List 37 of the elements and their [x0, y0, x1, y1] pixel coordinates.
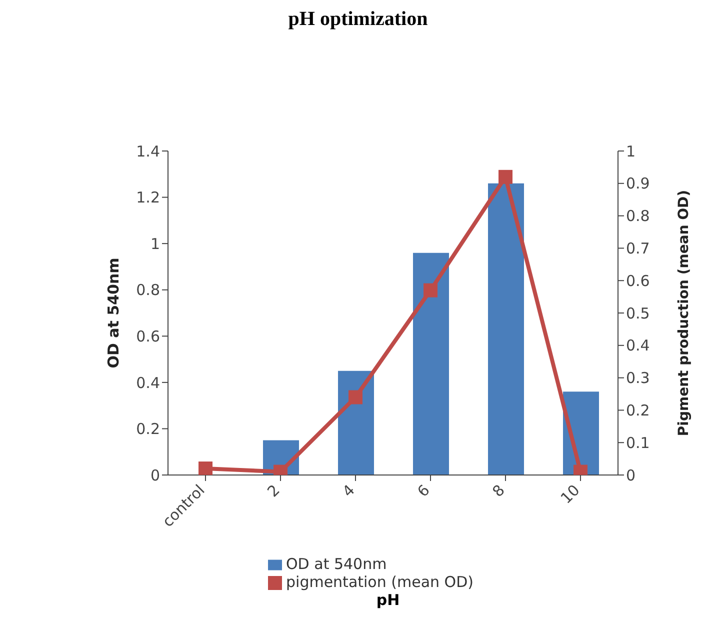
bar [413, 252, 449, 475]
y2-tick-label: 0.5 [626, 304, 650, 322]
chart-title: pH optimization [287, 8, 429, 31]
y2-axis-title: Pigment production (mean OD) [676, 190, 692, 436]
x-tick-label: 6 [414, 481, 434, 501]
y-tick-label: 1.4 [136, 142, 160, 160]
y-axis-title: OD at 540nm [104, 258, 122, 368]
x-tick-label: 8 [488, 481, 508, 501]
y2-tick-label: 0 [626, 466, 636, 484]
y2-tick-label: 0.4 [626, 336, 650, 355]
y-tick-label: 0.2 [136, 420, 160, 438]
point [348, 390, 362, 404]
legend-label: OD at 540nm [286, 555, 387, 573]
y2-tick-label: 0.6 [626, 272, 650, 290]
point [424, 283, 438, 298]
bar [488, 183, 524, 475]
legend-label: pigmentation (mean OD) [286, 573, 474, 591]
y2-tick-label: 0.2 [626, 402, 650, 420]
y2-tick-label: 0.1 [626, 434, 650, 452]
y2-tick-label: 0.9 [626, 174, 650, 193]
bar [338, 370, 374, 475]
y-tick-label: 0.4 [136, 374, 160, 392]
y2-tick-label: 0.7 [626, 240, 650, 258]
y-tick-label: 0 [150, 466, 160, 484]
y-tick-label: 0.6 [136, 327, 160, 346]
y2-tick-label: 0.3 [626, 369, 650, 388]
y-tick-label: 0.8 [136, 281, 160, 300]
point [198, 462, 212, 475]
y-tick-label: 1.2 [136, 188, 160, 207]
point [498, 170, 512, 184]
x-tick-label: 2 [264, 481, 284, 501]
y2-tick-label: 1 [626, 142, 636, 160]
y2-tick-label: 0.8 [626, 207, 650, 226]
y-tick-label: 1 [150, 234, 160, 253]
x-tick-label: 4 [338, 481, 358, 501]
x-tick-label: 10 [557, 481, 584, 508]
x-axis-title: pH [375, 591, 401, 609]
